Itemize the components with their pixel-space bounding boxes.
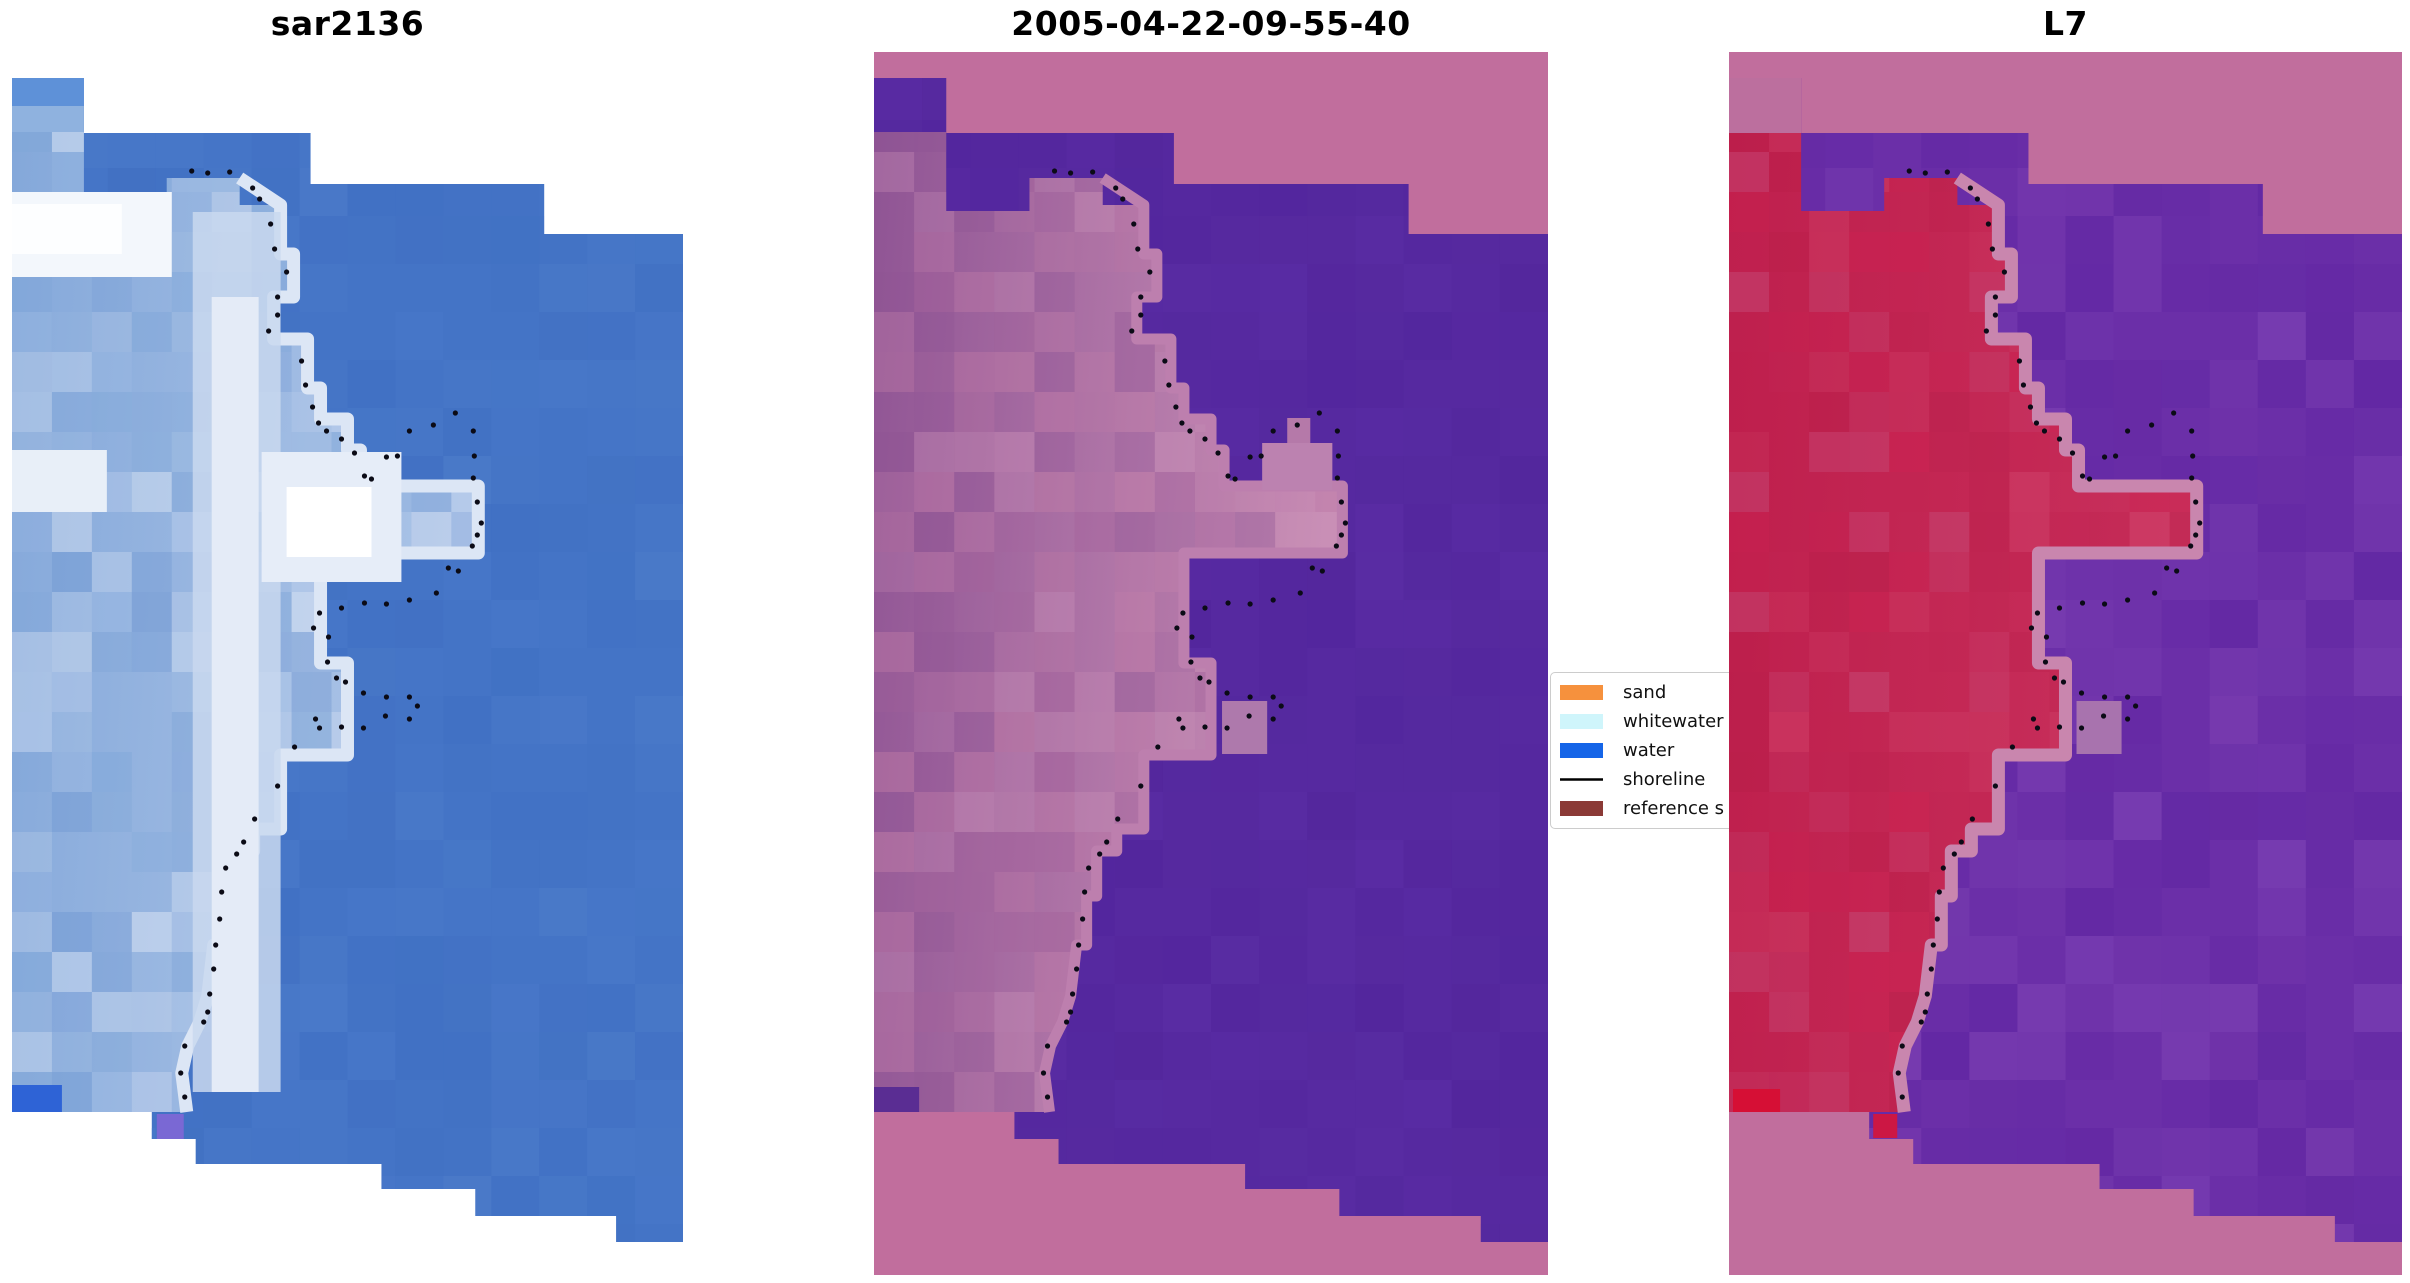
- shoreline-dots: [1895, 168, 2203, 1100]
- legend-row-shoreline: shoreline: [1560, 765, 1761, 794]
- dark-notch: [874, 1087, 920, 1112]
- shoreline-line-icon: [1560, 778, 1603, 781]
- water-swatch-icon: [1560, 743, 1603, 758]
- l7-bright-red-block: [1733, 1089, 1781, 1112]
- panel-sar2136: [12, 52, 683, 1275]
- l7-topleft-pink-block: [1729, 78, 1802, 133]
- legend-label: sand: [1623, 682, 1667, 703]
- sar-white-blob-core: [286, 487, 372, 557]
- nose-block: [1262, 443, 1333, 490]
- legend-row-sand: sand: [1560, 678, 1761, 707]
- legend-label: water: [1623, 740, 1675, 761]
- legend-row-reference-shoreline: reference s: [1560, 794, 1761, 823]
- legend-label: reference s: [1623, 798, 1725, 819]
- reference-shoreline-swatch-icon: [1560, 801, 1603, 816]
- l7-features: [1729, 78, 2122, 1138]
- sand-swatch-icon: [1560, 685, 1603, 700]
- sar-image: [12, 52, 683, 1275]
- legend: sand whitewater water shoreline referenc…: [1550, 672, 1762, 829]
- panel2-title: 2005-04-22-09-55-40: [1011, 4, 1411, 43]
- whitewater-swatch-icon: [1560, 714, 1603, 729]
- sar-white-streak: [12, 450, 107, 512]
- classified-image: [874, 52, 1548, 1275]
- shoreline-dots: [178, 168, 484, 1100]
- sar-pale-column-core: [211, 297, 259, 1092]
- sar-purple-pixel: [156, 1114, 184, 1139]
- legend-row-water: water: [1560, 736, 1761, 765]
- legend-row-whitewater: whitewater: [1560, 707, 1761, 736]
- legend-label: whitewater: [1623, 711, 1724, 732]
- sar-bright-features: [12, 78, 402, 1139]
- sar-bright-blue-block: [12, 1085, 62, 1112]
- panel-classified-scene: [874, 52, 1548, 1275]
- legend-label: shoreline: [1623, 769, 1706, 790]
- sar-topleft-block: [12, 78, 84, 106]
- nose-block-small: [1287, 418, 1311, 443]
- panel-l7: [1729, 52, 2402, 1275]
- sar-white-band-core: [12, 204, 122, 254]
- panel3-title: L7: [2043, 4, 2088, 43]
- sar-topleft-block2: [12, 106, 84, 132]
- classified-features: [874, 418, 1333, 1112]
- panel1-title: sar2136: [270, 4, 425, 43]
- l7-image: [1729, 52, 2402, 1275]
- l7-small-crimson-block: [1873, 1114, 1898, 1138]
- shoreline-dots: [1040, 168, 1349, 1100]
